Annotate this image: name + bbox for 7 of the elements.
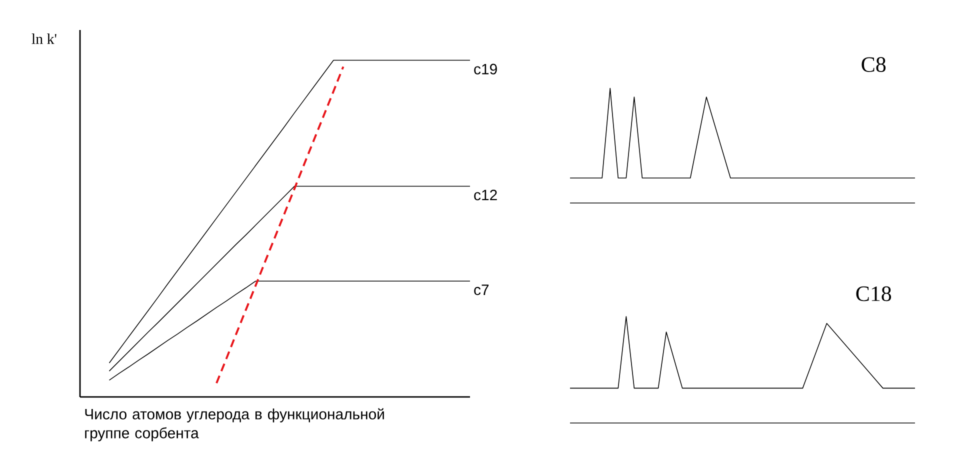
series-label: c7: [474, 284, 489, 296]
series-label: c12: [474, 190, 497, 200]
x-axis-title: Число атомов углерода в функциональной группе сорбента: [85, 408, 384, 442]
y-axis-title: ln k': [32, 34, 56, 44]
chart-title: C18: [856, 286, 892, 302]
chart-title: C8: [862, 57, 886, 72]
series-label: c19: [474, 64, 497, 74]
